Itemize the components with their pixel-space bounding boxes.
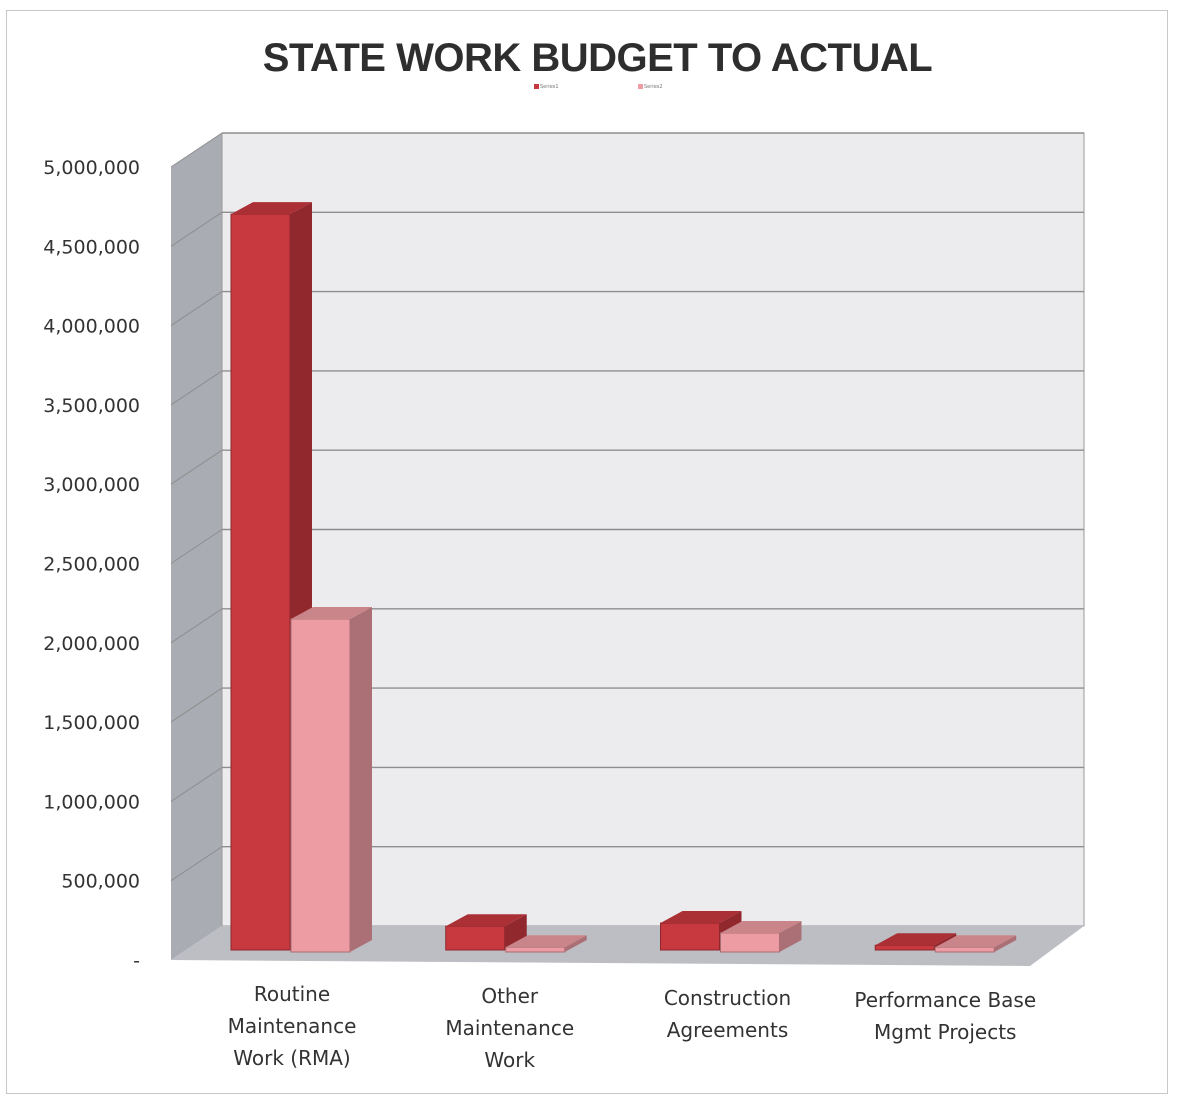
gridline-side bbox=[170, 687, 223, 723]
gridline-side bbox=[170, 608, 223, 644]
bar-top-2 bbox=[291, 606, 372, 619]
bar-front-2 bbox=[934, 946, 995, 953]
bar-front-2 bbox=[505, 946, 566, 953]
legend-swatch-series-2 bbox=[638, 84, 643, 89]
gridline-side bbox=[170, 211, 223, 247]
bar-top-1 bbox=[445, 914, 527, 927]
chart-title: STATE WORK BUDGET TO ACTUAL bbox=[262, 36, 933, 80]
y-tick-label: 2,500,000 bbox=[43, 554, 140, 576]
x-category-label: Other bbox=[481, 984, 539, 1008]
bar-top-2 bbox=[720, 920, 802, 933]
gridline-side bbox=[170, 766, 223, 802]
bar-side-2 bbox=[564, 935, 587, 952]
x-category-label: Construction bbox=[664, 986, 791, 1010]
y-tick-label: 3,500,000 bbox=[43, 395, 140, 417]
gridline-side bbox=[170, 370, 223, 406]
bar-front-1 bbox=[230, 213, 291, 951]
bar-top-2 bbox=[935, 935, 1017, 948]
y-tick-label: 4,000,000 bbox=[43, 316, 140, 338]
y-tick-label: 1,500,000 bbox=[43, 712, 140, 734]
bar-side-2 bbox=[994, 935, 1017, 952]
gridline-side bbox=[170, 529, 223, 564]
legend-series-1: Series1 bbox=[534, 84, 559, 90]
bar-front-1 bbox=[874, 944, 935, 951]
legend-label-series-1: Series1 bbox=[540, 84, 559, 90]
bar-side-2 bbox=[779, 920, 802, 952]
x-category-label: Agreements bbox=[667, 1018, 789, 1042]
bar-front-1 bbox=[445, 925, 506, 951]
legend-series-2: Series2 bbox=[638, 84, 663, 90]
bar-front-2 bbox=[720, 932, 780, 953]
y-tick-label: 4,500,000 bbox=[43, 236, 140, 258]
bar-top-1 bbox=[875, 933, 957, 946]
x-category-label: Maintenance bbox=[445, 1016, 574, 1040]
x-category-label: Maintenance bbox=[228, 1014, 357, 1038]
y-tick-label: 5,000,000 bbox=[43, 157, 140, 179]
y-tick-label: 2,000,000 bbox=[43, 633, 140, 655]
gridline-side bbox=[170, 132, 223, 168]
gridline-side bbox=[170, 846, 223, 882]
bar-top-1 bbox=[660, 911, 742, 924]
x-category-label: Work bbox=[484, 1048, 535, 1072]
bar-top-1 bbox=[231, 202, 312, 215]
y-tick-label: 1,000,000 bbox=[43, 791, 140, 813]
floor bbox=[171, 926, 1084, 966]
gridline-side bbox=[170, 291, 223, 327]
y-tick-label: - bbox=[133, 950, 140, 972]
legend-swatch-series-1 bbox=[534, 84, 539, 89]
y-tick-label: 500,000 bbox=[61, 871, 140, 893]
bar-side-1 bbox=[504, 914, 527, 950]
x-category-label: Work (RMA) bbox=[233, 1046, 350, 1070]
x-category-label: Performance Base bbox=[854, 988, 1036, 1012]
gridline-side bbox=[170, 449, 223, 485]
bar-front-2 bbox=[290, 618, 351, 953]
legend-label-series-2: Series2 bbox=[644, 84, 663, 90]
x-category-label: Routine bbox=[254, 982, 330, 1006]
bar-front-1 bbox=[660, 922, 720, 951]
x-category-label: Mgmt Projects bbox=[874, 1020, 1016, 1044]
bar-side-2 bbox=[350, 606, 372, 952]
bar-top-2 bbox=[505, 935, 587, 948]
y-tick-label: 3,000,000 bbox=[43, 474, 140, 496]
